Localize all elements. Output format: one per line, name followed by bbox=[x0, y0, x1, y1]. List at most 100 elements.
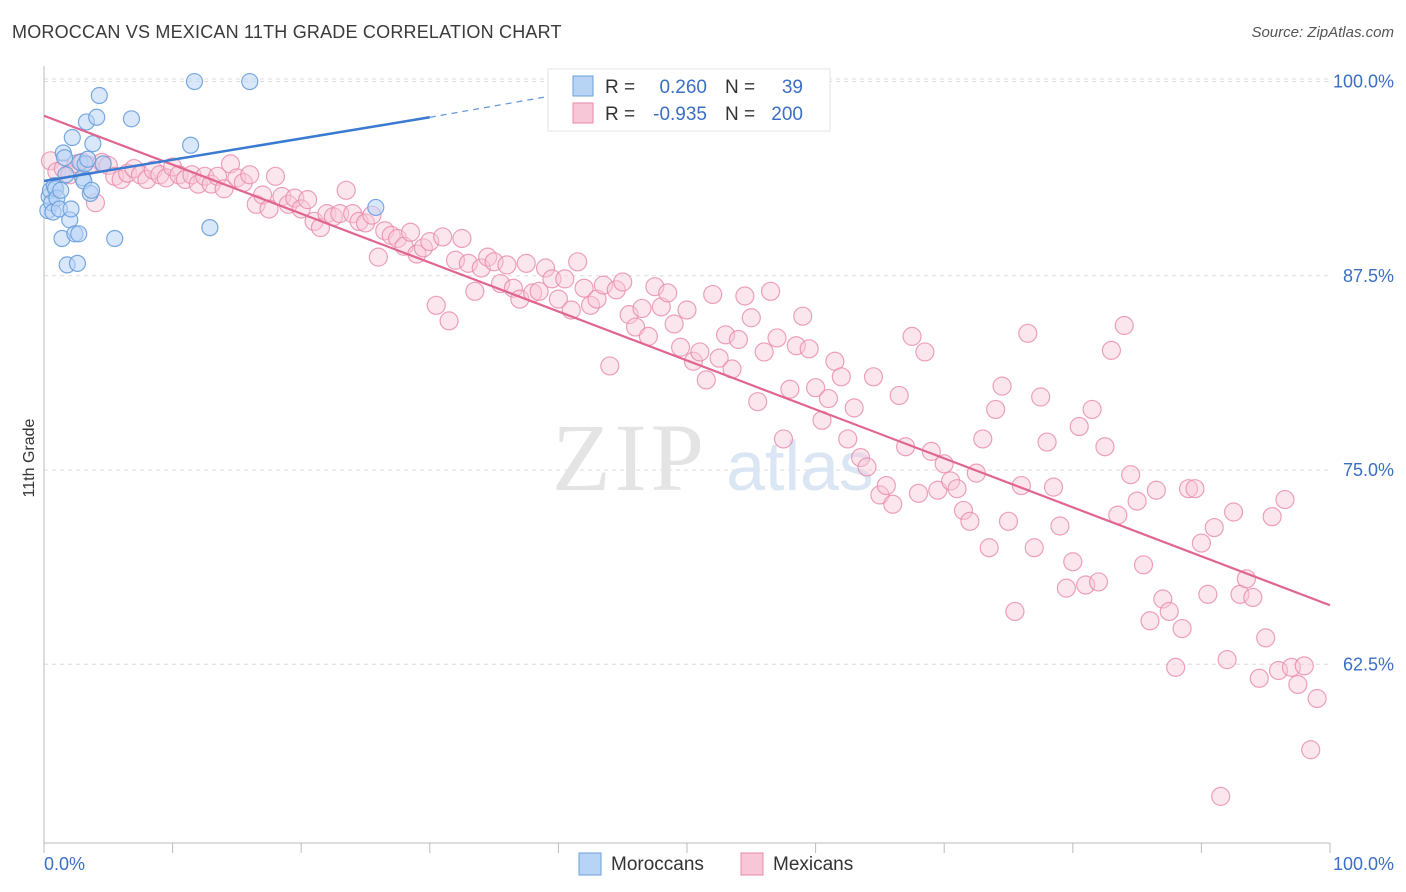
mexican-point bbox=[831, 367, 851, 387]
mexican-point bbox=[1082, 399, 1102, 420]
mexican-point bbox=[1191, 533, 1212, 553]
mexican-point bbox=[767, 328, 787, 348]
chart-title: MOROCCAN VS MEXICAN 11TH GRADE CORRELATI… bbox=[12, 22, 562, 42]
mexican-point bbox=[748, 392, 768, 412]
moroccan-point bbox=[57, 166, 75, 184]
mexican-point bbox=[818, 388, 839, 409]
mexican-point bbox=[973, 429, 993, 449]
moroccan-point bbox=[63, 128, 81, 147]
mexican-point bbox=[992, 376, 1012, 396]
mexican-point bbox=[555, 269, 575, 289]
mexican-point bbox=[1088, 572, 1109, 592]
mexican-point bbox=[1275, 489, 1295, 510]
mexican-point bbox=[137, 169, 157, 190]
mexican-point bbox=[908, 483, 929, 503]
moroccan-point bbox=[241, 72, 259, 91]
mexican-point bbox=[728, 329, 749, 350]
mexican-point bbox=[355, 213, 376, 233]
mexican-point bbox=[426, 295, 446, 315]
mexican-point bbox=[1223, 502, 1244, 522]
mexican-point bbox=[844, 398, 864, 418]
mexican-point bbox=[535, 258, 556, 278]
watermark-atlas: atlas bbox=[726, 427, 874, 505]
mexican-point bbox=[998, 511, 1019, 531]
mexican-point bbox=[690, 342, 710, 362]
moroccan-point bbox=[185, 72, 204, 91]
mexican-point bbox=[1050, 516, 1070, 536]
bottom-legend-swatch-moroccans bbox=[578, 852, 602, 876]
mexican-point bbox=[1005, 601, 1025, 622]
mexican-point bbox=[240, 165, 260, 185]
mexican-point bbox=[863, 367, 884, 387]
moroccan-point bbox=[62, 200, 80, 218]
mexican-point bbox=[625, 317, 646, 337]
mexican-point bbox=[658, 283, 678, 303]
series-legend: Moroccans Mexicans bbox=[578, 852, 853, 876]
legend-n-value-mexicans: 200 bbox=[771, 104, 803, 125]
mexican-point bbox=[870, 485, 890, 505]
y-tick-label: 87.5% bbox=[1343, 266, 1394, 286]
mexican-point bbox=[979, 538, 999, 558]
mexican-point bbox=[516, 253, 536, 273]
mexican-point bbox=[1204, 517, 1224, 538]
mexican-point bbox=[754, 342, 774, 362]
mexican-point bbox=[259, 199, 279, 219]
mexican-point bbox=[889, 385, 909, 406]
watermark: ZIP atlas bbox=[552, 404, 874, 511]
mexican-points bbox=[40, 151, 1327, 806]
y-tick-label: 62.5% bbox=[1343, 654, 1394, 674]
mexican-point bbox=[458, 253, 478, 273]
mexican-point bbox=[709, 348, 729, 368]
mexican-point bbox=[1101, 340, 1121, 360]
mexican-point bbox=[606, 280, 626, 300]
mexican-point bbox=[1262, 507, 1282, 527]
chart-source: Source: ZipAtlas.com bbox=[1251, 24, 1394, 41]
stats-legend: R = 0.260 N = 39 R = -0.935 N = 200 bbox=[547, 68, 831, 132]
bottom-legend-swatch-mexicans bbox=[740, 852, 764, 876]
legend-r-value-mexicans: -0.935 bbox=[653, 104, 707, 125]
mexican-point bbox=[1127, 491, 1147, 511]
moroccan-point bbox=[88, 108, 106, 126]
moroccan-point bbox=[182, 136, 200, 154]
mexican-point bbox=[1185, 479, 1205, 499]
mexican-point bbox=[986, 399, 1006, 420]
legend-r-value-moroccans: 0.260 bbox=[659, 77, 707, 98]
mexican-point bbox=[1301, 740, 1321, 760]
mexican-point bbox=[703, 284, 723, 305]
legend-n-value-moroccans: 39 bbox=[782, 77, 803, 98]
mexican-point bbox=[529, 281, 549, 301]
legend-n-label-moroccans: N = bbox=[725, 77, 755, 98]
mexican-point bbox=[291, 199, 311, 219]
mexican-point bbox=[1133, 555, 1154, 575]
moroccan-point bbox=[106, 229, 124, 248]
mexican-point bbox=[1037, 432, 1057, 452]
mexican-point bbox=[1063, 552, 1083, 572]
mexican-point bbox=[420, 232, 440, 252]
mexican-point bbox=[613, 272, 633, 292]
mexican-point bbox=[799, 339, 819, 359]
mexican-point bbox=[568, 252, 588, 272]
moroccan-point bbox=[68, 254, 87, 272]
mexican-point bbox=[805, 378, 826, 398]
mexican-point bbox=[1217, 650, 1237, 670]
moroccan-points bbox=[39, 72, 385, 274]
moroccan-point bbox=[82, 181, 101, 199]
mexican-point bbox=[670, 337, 691, 357]
mexican-point bbox=[220, 154, 241, 174]
mexican-point bbox=[336, 180, 356, 200]
mexican-point bbox=[1294, 656, 1314, 676]
moroccan-point bbox=[367, 198, 385, 217]
mexican-point bbox=[400, 222, 421, 242]
moroccan-point bbox=[84, 135, 102, 153]
mexican-point bbox=[947, 479, 967, 499]
mexican-point bbox=[1249, 668, 1269, 688]
mexican-point bbox=[497, 255, 517, 275]
watermark-zip: ZIP bbox=[552, 404, 708, 511]
mexican-point bbox=[574, 278, 594, 298]
mexican-point bbox=[677, 300, 697, 320]
moroccan-point bbox=[79, 150, 97, 168]
moroccan-point bbox=[122, 110, 141, 128]
mexican-point bbox=[953, 500, 974, 521]
mexican-point bbox=[793, 306, 813, 326]
mexican-point bbox=[1024, 538, 1044, 558]
